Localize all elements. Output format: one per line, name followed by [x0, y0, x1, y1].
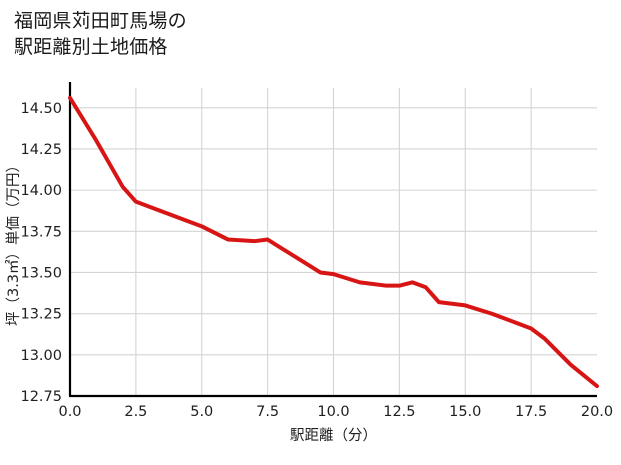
y-axis-ticks: 12.75 13.00 13.25 13.50 13.75 14.00 14.25 14.50 [20, 101, 62, 405]
x-tick-label: 17.5 [515, 404, 547, 420]
y-axis-label: 坪（3.3㎡）単価（万円） [5, 158, 22, 326]
x-tick-label: 7.5 [256, 404, 279, 420]
x-tick-label: 12.5 [383, 404, 415, 420]
y-tick-label: 13.75 [20, 224, 62, 240]
x-axis-ticks: 0.0 2.5 5.0 7.5 10.0 12.5 15.0 17.5 20.0 [58, 404, 613, 420]
chart-title-line1: 福岡県苅田町馬場の [14, 10, 187, 32]
y-tick-label: 14.50 [20, 101, 62, 117]
gridlines [70, 88, 597, 397]
y-tick-label: 13.00 [20, 348, 62, 364]
y-tick-label: 12.75 [20, 389, 62, 405]
x-tick-label: 20.0 [581, 404, 613, 420]
x-tick-label: 2.5 [124, 404, 147, 420]
chart-title: 福岡県苅田町馬場の 駅距離別土地価格 [14, 8, 574, 60]
axis-spines [68, 82, 597, 398]
y-tick-label: 14.00 [20, 183, 62, 199]
y-tick-label: 13.50 [20, 265, 62, 281]
y-tick-label: 13.25 [20, 307, 62, 323]
x-tick-label: 10.0 [317, 404, 349, 420]
chart-title-line2: 駅距離別土地価格 [14, 36, 168, 58]
x-axis-label: 駅距離（分） [290, 426, 377, 444]
x-tick-label: 15.0 [449, 404, 481, 420]
x-tick-label: 0.0 [58, 404, 81, 420]
y-tick-label: 14.25 [20, 142, 62, 158]
x-tick-label: 5.0 [190, 404, 213, 420]
data-line-series-tsubo-tanka [68, 95, 599, 389]
